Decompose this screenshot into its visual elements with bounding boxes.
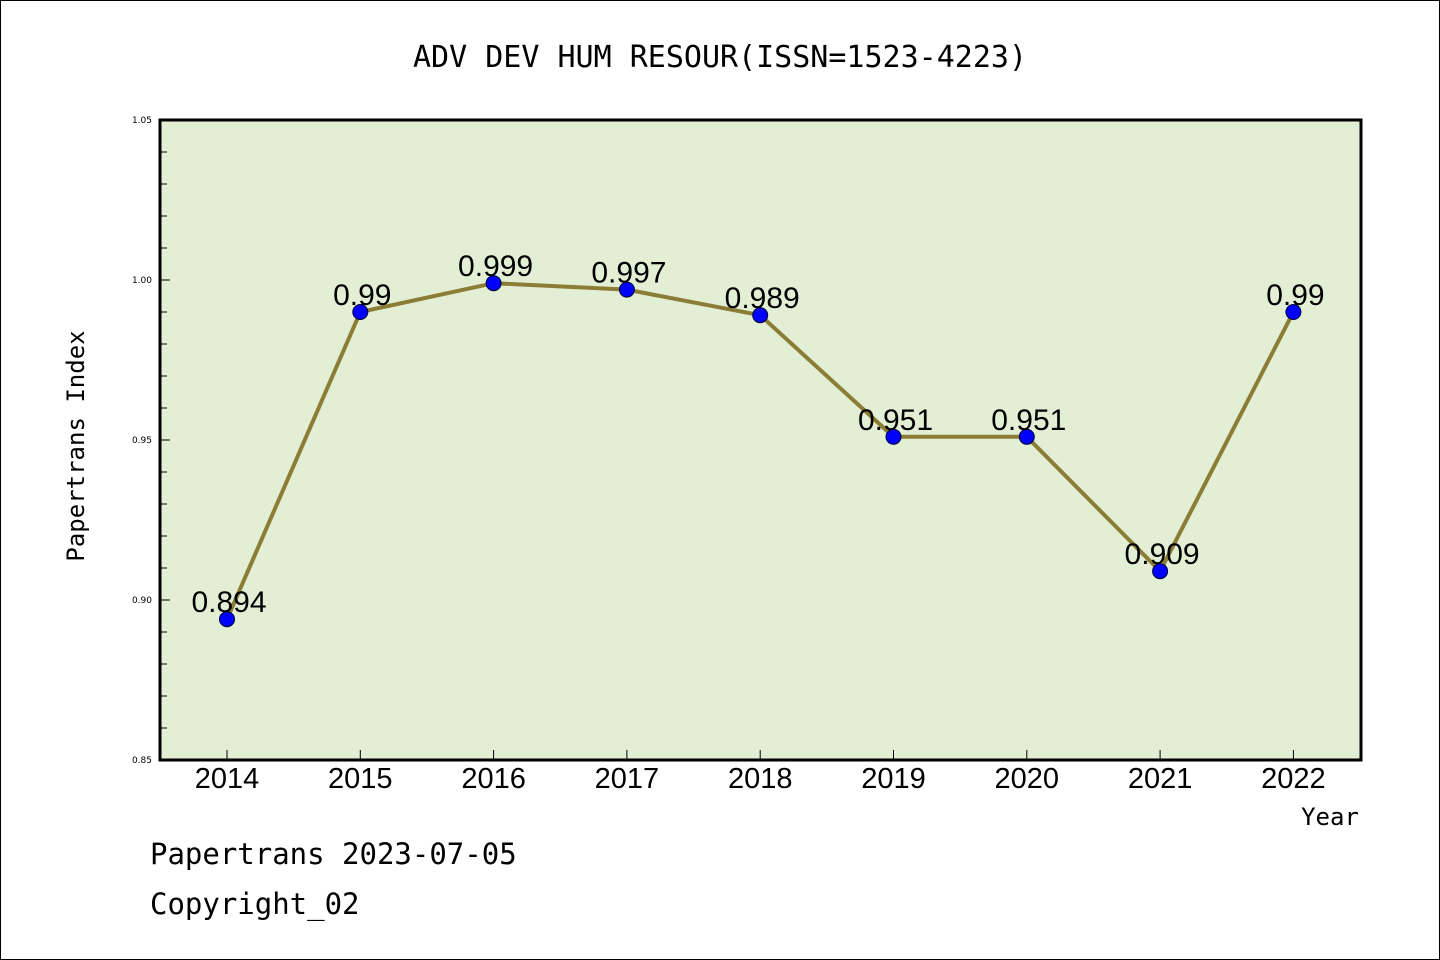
chart-title: ADV DEV HUM RESOUR(ISSN=1523-4223) (413, 40, 1027, 75)
data-label: 0.999 (458, 250, 533, 283)
data-label: 0.909 (1125, 538, 1200, 571)
data-label: 0.99 (333, 279, 391, 312)
footer-date: Papertrans 2023-07-05 (150, 837, 517, 871)
x-tick-label: 2021 (1128, 763, 1193, 795)
data-point (1152, 563, 1169, 580)
x-tick-label: 2018 (728, 763, 793, 795)
y-tick-label: 1.00 (132, 276, 152, 286)
y-tick-label: 0.85 (132, 756, 152, 766)
y-tick-label: 0.90 (132, 596, 152, 606)
data-label: 0.894 (191, 586, 266, 619)
data-point (352, 304, 369, 320)
data-label: 0.99 (1266, 279, 1324, 312)
data-point (1018, 428, 1035, 445)
y-tick-label: 1.05 (132, 116, 152, 126)
x-tick-label: 2019 (861, 763, 926, 795)
x-axis-label: Year (1301, 803, 1359, 831)
x-tick-label: 2020 (995, 763, 1060, 795)
y-axis-label: Papertrans Index (62, 330, 90, 561)
x-axis: 2014 2015 2016 2017 2018 2019 2020 2021 2022 (195, 750, 1326, 795)
data-label: 0.989 (725, 282, 800, 315)
data-label: 0.997 (591, 257, 666, 290)
data-labels: 0.894 0.99 0.999 0.997 0.989 0.951 0.951 0.909 0… (191, 250, 1324, 619)
x-tick-label: 2014 (195, 763, 260, 795)
data-point (885, 428, 902, 445)
data-label: 0.951 (991, 404, 1066, 437)
footer-copyright: Copyright_02 (150, 887, 360, 922)
data-point (219, 611, 235, 628)
data-point (752, 307, 769, 324)
x-tick-label: 2015 (328, 763, 393, 795)
data-label: 0.951 (858, 404, 933, 437)
x-tick-label: 2017 (595, 763, 660, 795)
data-point (485, 275, 502, 292)
series-group (219, 275, 1302, 628)
plot-area (158, 118, 1363, 762)
data-point (1285, 304, 1302, 320)
x-tick-label: 2022 (1261, 763, 1326, 795)
y-tick-label: 0.95 (132, 436, 152, 446)
x-tick-label: 2016 (461, 763, 526, 795)
data-point (618, 281, 635, 298)
y-axis: 0.85 0.90 0.95 1.00 1.05 (132, 116, 170, 766)
